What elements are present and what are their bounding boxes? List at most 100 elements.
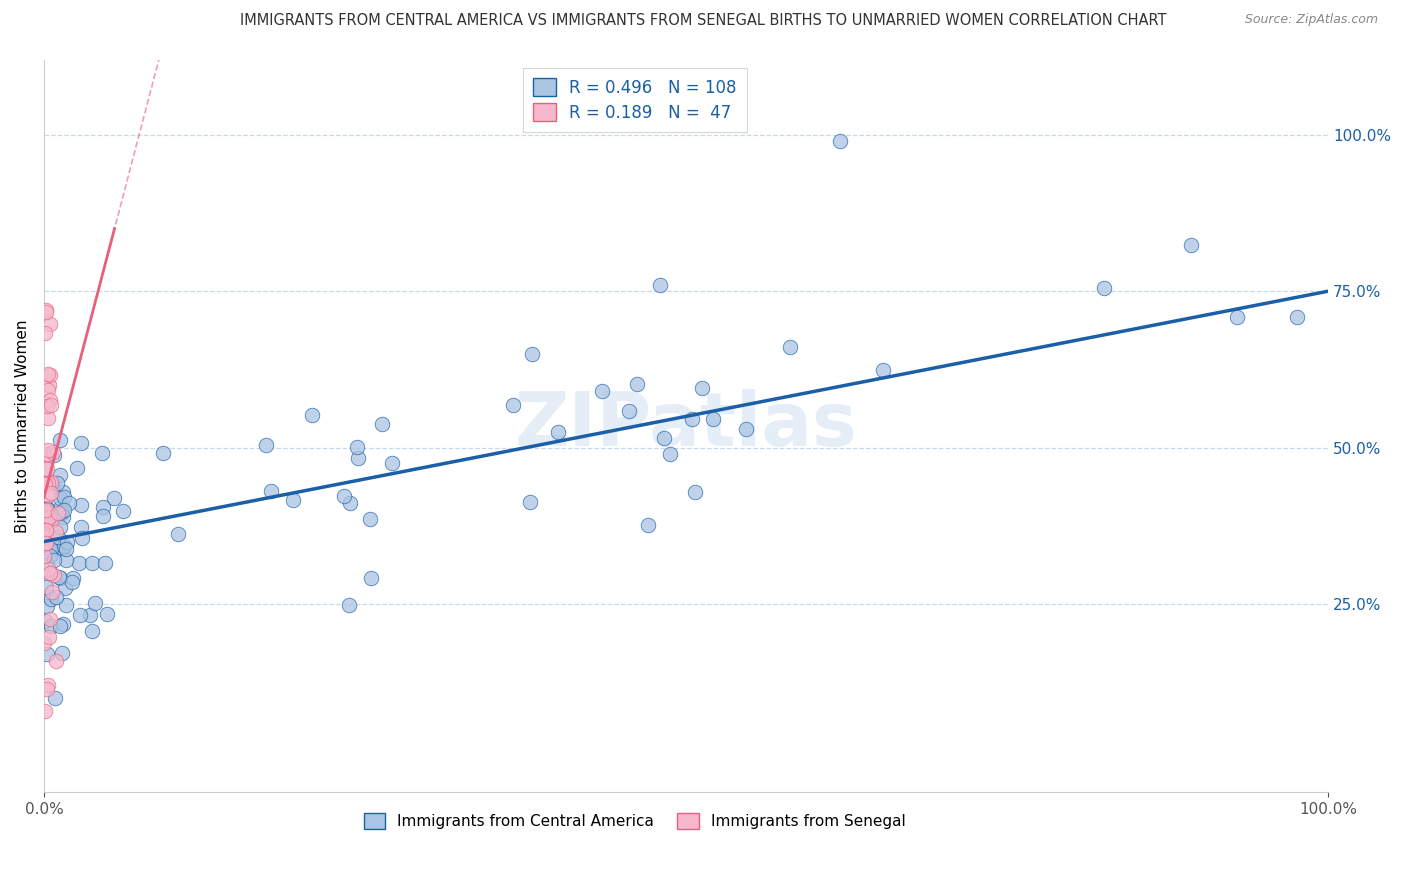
Point [37,678,59,692]
Point [37,447,59,461]
Point [42,568,65,582]
Point [37,558,59,573]
Point [84,596,107,610]
Point [830,134,852,148]
Point [39,392,62,407]
Point [37,400,59,414]
Point [45,541,67,556]
Point [49,520,72,534]
Point [34,614,56,628]
Point [34,517,56,532]
Point [39,591,62,605]
Point [34,505,56,519]
Point [520,347,543,361]
Point [103,491,125,505]
Point [32,635,55,649]
Point [37,681,59,696]
Point [67,556,90,570]
Point [690,381,713,395]
Point [69,608,91,623]
Point [52,484,75,499]
Point [70,498,93,512]
Point [90,446,112,460]
Point [872,363,894,377]
Point [52,490,75,504]
Point [37,475,59,490]
Point [53,539,76,553]
Point [371,417,394,431]
Point [48,434,70,448]
Point [35,303,58,318]
Point [39,541,62,556]
Point [34,477,56,491]
Point [35,513,58,527]
Point [35,461,58,475]
Point [70,436,93,450]
Point [112,504,135,518]
Point [39,566,62,580]
Point [37,562,59,576]
Point [39,541,62,556]
Point [35,530,58,544]
Point [55,541,77,556]
Point [55,552,77,566]
Point [1285,310,1308,325]
Point [41,584,63,599]
Point [52,509,75,524]
Point [1226,310,1249,325]
Point [52,616,75,631]
Point [702,412,724,426]
Point [502,398,524,412]
Point [381,456,404,470]
Point [39,566,62,580]
Point [94,556,117,570]
Point [346,440,368,454]
Point [260,483,283,498]
Point [91,508,114,523]
Point [735,422,758,436]
Point [281,493,304,508]
Point [683,485,706,500]
Point [37,501,59,516]
Point [38,368,60,383]
Point [35,502,58,516]
Point [53,503,76,517]
Point [39,515,62,529]
Point [51,646,73,660]
Point [37,599,59,614]
Point [301,408,323,422]
Point [39,317,62,331]
Point [51,506,73,520]
Point [60,575,83,590]
Point [44,552,66,566]
Point [34,326,56,340]
Point [48,571,70,585]
Point [45,590,67,604]
Point [49,500,72,514]
Point [38,549,60,563]
Point [49,619,72,633]
Point [39,486,62,500]
Point [35,523,58,537]
Point [96,607,118,621]
Text: ZIPatlas: ZIPatlas [515,389,858,462]
Point [1180,237,1202,252]
Point [37,410,59,425]
Point [35,536,58,550]
Point [58,496,80,510]
Point [38,630,60,644]
Point [44,691,66,706]
Text: IMMIGRANTS FROM CENTRAL AMERICA VS IMMIGRANTS FROM SENEGAL BIRTHS TO UNMARRIED W: IMMIGRANTS FROM CENTRAL AMERICA VS IMMIG… [240,13,1166,29]
Point [38,378,60,392]
Point [35,647,58,661]
Point [337,598,360,612]
Point [626,376,648,391]
Point [69,520,91,534]
Point [650,277,672,292]
Y-axis label: Births to Unmarried Women: Births to Unmarried Women [15,319,30,533]
Point [254,438,277,452]
Point [35,529,58,543]
Point [35,475,58,489]
Point [35,501,58,516]
Point [32,549,55,563]
